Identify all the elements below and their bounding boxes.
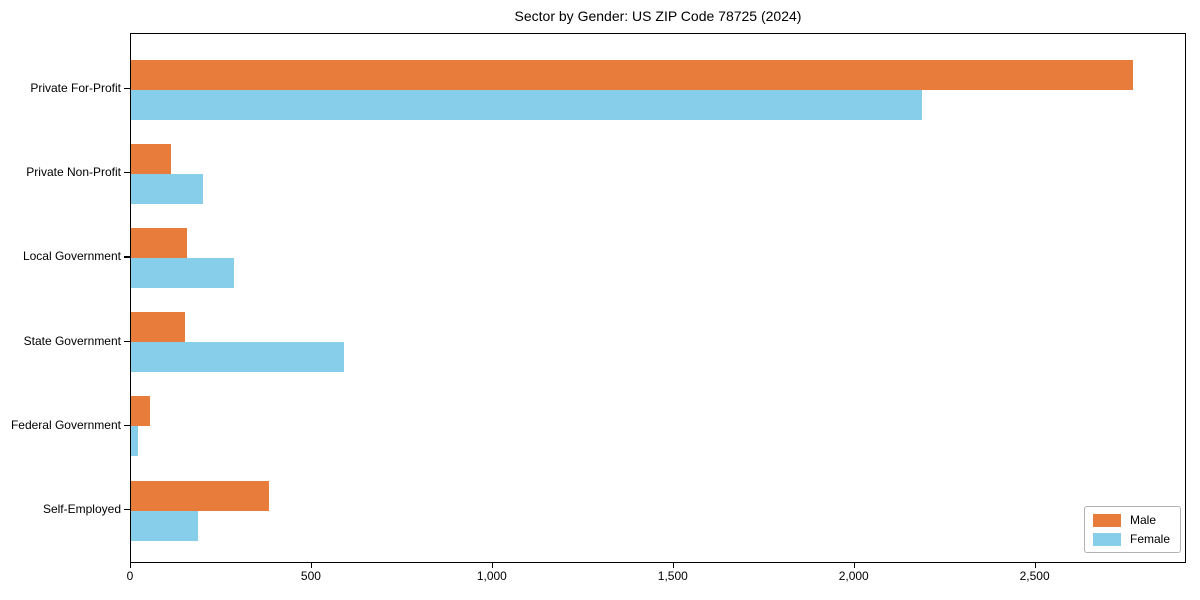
x-tick [310, 563, 313, 568]
y-tick [124, 340, 130, 342]
y-tick [124, 509, 130, 511]
y-tick [124, 88, 130, 90]
plot-area: Male Female [130, 33, 1186, 563]
y-tick [124, 256, 130, 258]
legend-item-male: Male [1092, 513, 1170, 527]
legend-label-female: Female [1129, 532, 1170, 546]
bar-male-3 [131, 312, 186, 343]
y-tick-label: Private Non-Profit [26, 165, 121, 180]
bar-male-5 [131, 480, 269, 511]
bar-female-3 [131, 342, 345, 373]
y-tick-label: State Government [23, 333, 121, 348]
x-tick [672, 563, 675, 568]
y-tick [124, 172, 130, 174]
bar-male-0 [131, 59, 1134, 90]
x-tick-label: 500 [300, 569, 321, 583]
female-swatch-icon [1092, 532, 1121, 546]
bar-male-2 [131, 227, 188, 258]
bar-female-1 [131, 173, 204, 204]
x-tick-label: 1,000 [476, 569, 507, 583]
y-tick [124, 424, 130, 427]
y-tick-label: Federal Government [10, 417, 121, 432]
x-tick-label: 2,000 [838, 569, 869, 583]
bar-male-4 [131, 396, 150, 427]
bar-male-1 [131, 143, 171, 174]
legend-label-male: Male [1129, 513, 1156, 527]
legend-item-female: Female [1092, 532, 1170, 546]
x-tick-label: 1,500 [657, 569, 688, 583]
y-tick-label: Local Government [22, 249, 121, 264]
bar-female-5 [131, 510, 199, 541]
x-tick [130, 563, 132, 568]
chart-title: Sector by Gender: US ZIP Code 78725 (202… [514, 8, 802, 24]
x-tick-label: 0 [126, 569, 134, 583]
x-tick [491, 563, 494, 568]
legend: Male Female [1083, 506, 1181, 553]
bar-female-2 [131, 257, 235, 288]
x-tick [853, 563, 855, 568]
bar-female-4 [131, 426, 138, 457]
bar-female-0 [131, 89, 922, 120]
y-tick-label: Private For-Profit [30, 81, 121, 95]
male-swatch-icon [1092, 513, 1121, 527]
x-tick-label: 2,500 [1019, 569, 1050, 583]
x-tick [1034, 563, 1036, 568]
y-tick-label: Self-Employed [42, 502, 121, 516]
